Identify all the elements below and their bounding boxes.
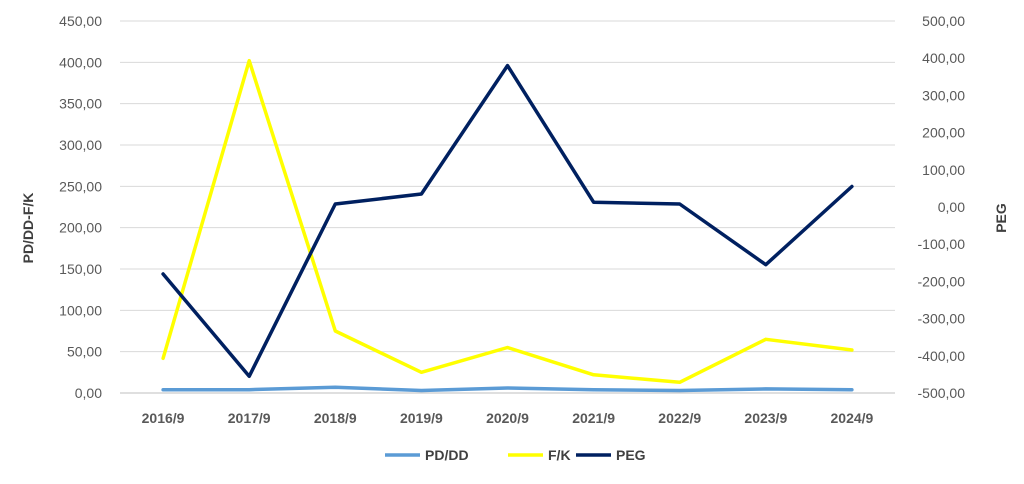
left-tick-label: 0,00 (75, 385, 102, 401)
left-tick-label: 250,00 (59, 178, 102, 194)
right-tick-label: 300,00 (922, 87, 965, 103)
chart-legend: PD/DD F/K PEG (385, 447, 646, 463)
right-tick-label: -400,00 (918, 348, 966, 364)
right-axis-title: PEG (993, 203, 1009, 233)
right-tick-label: 200,00 (922, 125, 965, 141)
x-axis: 2016/9 2017/9 2018/9 2019/9 2020/9 2021/9 2022… (120, 392, 895, 426)
gridlines (120, 20, 895, 394)
left-tick-label: 150,00 (59, 261, 102, 277)
x-tick-label: 2020/9 (486, 410, 529, 426)
legend-label: PD/DD (425, 447, 469, 463)
legend-label: F/K (548, 447, 571, 463)
x-tick-label: 2021/9 (572, 410, 615, 426)
left-axis-title: PD/DD-F/K (20, 193, 36, 264)
x-tick-label: 2016/9 (142, 410, 185, 426)
legend-label: PEG (616, 447, 646, 463)
left-axis: 0,00 50,00 100,00 150,00 200,00 250,00 300,00 3… (59, 13, 102, 401)
right-axis: -500,00 -400,00 -300,00 -200,00 -100,00 0,00 1… (918, 13, 966, 401)
legend-item-peg: PEG (576, 447, 646, 463)
right-tick-label: -500,00 (918, 385, 966, 401)
right-tick-label: 0,00 (938, 199, 965, 215)
series-line-peg (161, 63, 854, 379)
right-tick-label: 400,00 (922, 50, 965, 66)
legend-item-f-k: F/K (508, 447, 571, 463)
legend-item-pd-dd: PD/DD (385, 447, 469, 463)
x-tick-label: 2018/9 (314, 410, 357, 426)
right-tick-label: -200,00 (918, 273, 966, 289)
x-tick-label: 2019/9 (400, 410, 443, 426)
left-tick-label: 400,00 (59, 54, 102, 70)
series-layer (161, 58, 854, 393)
series-line-f-k (161, 58, 854, 385)
right-tick-label: 100,00 (922, 162, 965, 178)
left-tick-label: 300,00 (59, 137, 102, 153)
right-tick-label: -100,00 (918, 236, 966, 252)
left-tick-label: 200,00 (59, 220, 102, 236)
left-tick-label: 100,00 (59, 302, 102, 318)
x-tick-label: 2017/9 (228, 410, 271, 426)
x-tick-label: 2024/9 (831, 410, 874, 426)
left-tick-label: 50,00 (67, 344, 102, 360)
x-tick-label: 2022/9 (658, 410, 701, 426)
series-line-pd-dd (161, 385, 854, 393)
left-tick-label: 350,00 (59, 96, 102, 112)
left-tick-label: 450,00 (59, 13, 102, 29)
x-tick-label: 2023/9 (744, 410, 787, 426)
right-tick-label: 500,00 (922, 13, 965, 29)
right-tick-label: -300,00 (918, 311, 966, 327)
